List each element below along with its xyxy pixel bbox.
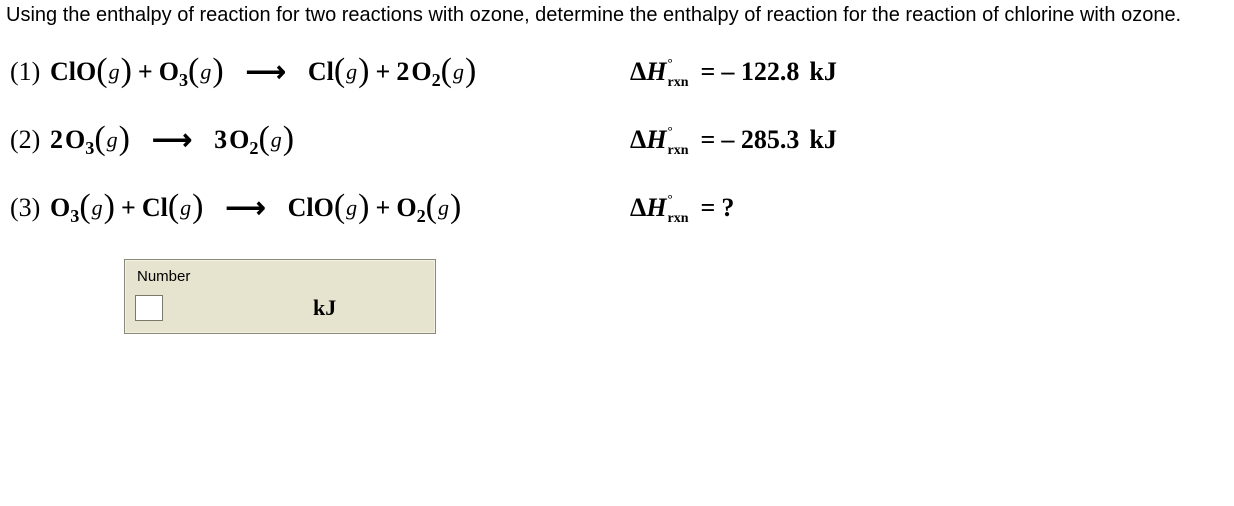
enthalpy-h: H — [646, 193, 666, 223]
phase: g — [91, 195, 104, 221]
delta: Δ — [630, 57, 646, 87]
arrow-icon: ⟶ — [152, 123, 192, 157]
paren-close: ) — [121, 57, 132, 84]
formula: O3 — [50, 193, 79, 223]
equation-number: (1) — [6, 57, 50, 87]
phase: g — [106, 127, 119, 153]
phase: g — [452, 59, 465, 85]
paren-open: ( — [441, 57, 452, 84]
delta-h: ΔH° rxn =– 285.3 kJ — [630, 125, 837, 155]
delta: Δ — [630, 125, 646, 155]
species: 2O3(g) — [50, 125, 130, 155]
paren-open: ( — [94, 125, 105, 152]
enthalpy-h: H — [646, 57, 666, 87]
paren-open: ( — [426, 193, 437, 220]
delta-h: ΔH° rxn =– 122.8 kJ — [630, 57, 837, 87]
species: 2O2(g) — [396, 57, 476, 87]
plus-sign: + — [376, 193, 391, 223]
rxn-subscript: rxn — [668, 147, 689, 155]
delta: Δ — [630, 193, 646, 223]
question-prompt: Using the enthalpy of reaction for two r… — [6, 4, 1228, 27]
delta-h-value: – 285.3 — [721, 125, 799, 155]
arrow-icon: ⟶ — [225, 191, 265, 225]
standard-state-icon: ° — [668, 195, 673, 202]
phase: g — [437, 195, 450, 221]
phase: g — [179, 195, 192, 221]
paren-close: ) — [450, 193, 461, 220]
species: Cl(g) — [142, 193, 204, 223]
paren-close: ) — [465, 57, 476, 84]
formula: O2 — [396, 193, 425, 223]
paren-close: ) — [358, 193, 369, 220]
paren-close: ) — [192, 193, 203, 220]
equals-sign: = — [701, 125, 716, 155]
equation-row: (3)O3(g)+Cl(g)⟶ClO(g)+O2(g)ΔH°rxn=? — [6, 191, 1228, 225]
formula: O3 — [159, 57, 188, 87]
species: O3(g) — [50, 193, 115, 223]
phase: g — [108, 59, 121, 85]
paren-close: ) — [358, 57, 369, 84]
coefficient: 2 — [50, 125, 63, 155]
rxn-subscript: rxn — [668, 215, 689, 223]
formula: O3 — [65, 125, 94, 155]
equation-row: (1)ClO(g)+O3(g)⟶Cl(g)+2O2(g)ΔH°rxn=– 122… — [6, 55, 1228, 89]
formula: ClO — [50, 57, 96, 87]
paren-open: ( — [168, 193, 179, 220]
species: 3O2(g) — [214, 125, 294, 155]
standard-state-icon: ° — [668, 127, 673, 134]
paren-open: ( — [334, 57, 345, 84]
species: O2(g) — [396, 193, 461, 223]
paren-open: ( — [258, 125, 269, 152]
paren-open: ( — [96, 57, 107, 84]
paren-open: ( — [334, 193, 345, 220]
delta-h-value: – 122.8 — [721, 57, 799, 87]
coefficient: 3 — [214, 125, 227, 155]
answer-label: Number — [137, 268, 425, 285]
phase: g — [270, 127, 283, 153]
rxn-subscript: rxn — [668, 79, 689, 87]
answer-input[interactable] — [135, 295, 163, 321]
plus-sign: + — [138, 57, 153, 87]
species: Cl(g) — [308, 57, 370, 87]
equation-number: (2) — [6, 125, 50, 155]
equals-sign: = — [701, 193, 716, 223]
equation-row: (2)2O3(g)⟶3O2(g)ΔH°rxn=– 285.3kJ — [6, 123, 1228, 157]
paren-open: ( — [188, 57, 199, 84]
equation: ClO(g)+O3(g)⟶Cl(g)+2O2(g) — [50, 55, 630, 89]
species: ClO(g) — [50, 57, 132, 87]
formula: Cl — [308, 57, 334, 87]
arrow-icon: ⟶ — [246, 55, 286, 89]
species: O3(g) — [159, 57, 224, 87]
delta-h-unit: kJ — [809, 125, 836, 155]
plus-sign: + — [121, 193, 136, 223]
phase: g — [345, 59, 358, 85]
coefficient: 2 — [396, 57, 409, 87]
paren-close: ) — [283, 125, 294, 152]
paren-close: ) — [212, 57, 223, 84]
standard-state-icon: ° — [668, 59, 673, 66]
phase: g — [199, 59, 212, 85]
species: ClO(g) — [288, 193, 370, 223]
paren-close: ) — [119, 125, 130, 152]
formula: ClO — [288, 193, 334, 223]
equation-number: (3) — [6, 193, 50, 223]
paren-open: ( — [79, 193, 90, 220]
equation: O3(g)+Cl(g)⟶ClO(g)+O2(g) — [50, 191, 630, 225]
enthalpy-h: H — [646, 125, 666, 155]
formula: O2 — [229, 125, 258, 155]
delta-h-value: ? — [721, 193, 734, 223]
delta-h-unit: kJ — [809, 57, 836, 87]
equation: 2O3(g)⟶3O2(g) — [50, 123, 630, 157]
answer-box: Number kJ — [124, 259, 436, 334]
formula: Cl — [142, 193, 168, 223]
formula: O2 — [411, 57, 440, 87]
delta-h: ΔH° rxn =? — [630, 193, 734, 223]
phase: g — [345, 195, 358, 221]
answer-unit: kJ — [313, 295, 336, 321]
paren-close: ) — [104, 193, 115, 220]
equals-sign: = — [701, 57, 716, 87]
plus-sign: + — [376, 57, 391, 87]
